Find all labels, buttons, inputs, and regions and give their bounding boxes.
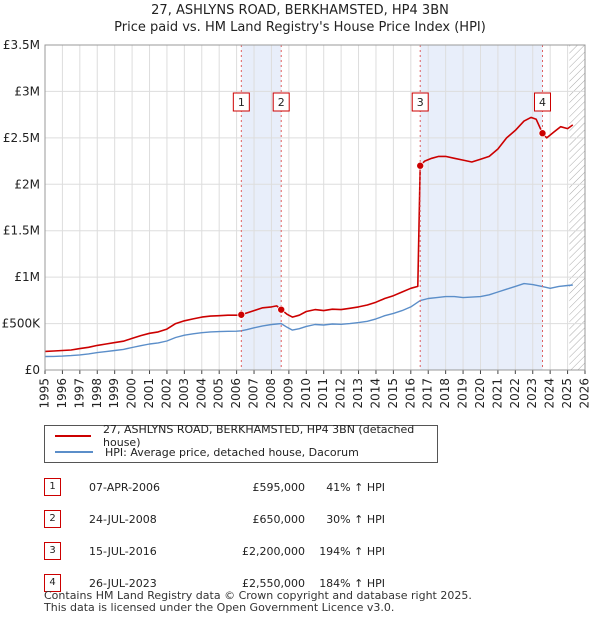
transaction-date: 24-JUL-2008 xyxy=(89,512,157,526)
transaction-price: £595,000 xyxy=(252,480,306,494)
sale-point xyxy=(237,310,246,319)
property-price-line xyxy=(44,116,574,353)
x-tick-label: 2007 xyxy=(247,378,261,409)
transaction-number: 2 xyxy=(44,510,61,528)
x-tick-label: 2026 xyxy=(578,378,592,409)
x-tick-label: 2009 xyxy=(281,378,295,409)
legend-property: 27, ASHLYNS ROAD, BERKHAMSTED, HP4 3BN (… xyxy=(55,423,437,449)
sale-point xyxy=(416,161,425,170)
x-tick-label: 2003 xyxy=(177,378,191,409)
x-tick-label: 2013 xyxy=(351,378,365,409)
legend-property-label: 27, ASHLYNS ROAD, BERKHAMSTED, HP4 3BN (… xyxy=(103,423,415,449)
x-tick-label: 1998 xyxy=(90,378,104,409)
sale-label-box xyxy=(232,92,250,112)
sale-point xyxy=(538,129,547,138)
transactions-table: 1 07-APR-2006 £595,000 41% ↑ HPI 2 24-JUL-200… xyxy=(44,471,385,599)
y-tick-label: £0 xyxy=(25,363,40,377)
transaction-number: 4 xyxy=(44,574,61,592)
sale-label-box xyxy=(411,92,429,112)
y-tick-label: £1.5M xyxy=(3,224,40,238)
legend-hpi-swatch xyxy=(55,451,93,453)
transaction-row: 2 24-JUL-2008 £650,000 30% ↑ HPI xyxy=(44,503,385,535)
transaction-row: 3 15-JUL-2016 £2,200,000 194% ↑ HPI xyxy=(44,535,385,567)
transaction-number: 1 xyxy=(44,478,61,496)
transaction-price: £2,200,000 xyxy=(242,544,305,558)
legend-hpi: HPI: Average price, detached house, Daco… xyxy=(55,444,359,460)
x-tick-label: 2021 xyxy=(490,378,504,409)
x-tick-label: 2008 xyxy=(264,378,278,409)
transaction-hpi-change: 30% ↑ HPI xyxy=(326,512,385,526)
sale-label: 4 xyxy=(539,96,546,109)
x-tick-label: 2001 xyxy=(142,378,156,409)
x-tick-label: 2014 xyxy=(368,378,382,409)
chart-title: 27, ASHLYNS ROAD, BERKHAMSTED, HP4 3BN xyxy=(151,3,449,18)
x-tick-label: 2011 xyxy=(316,378,330,409)
x-tick-label: 2017 xyxy=(421,378,435,409)
x-tick-label: 2025 xyxy=(560,378,574,409)
y-tick-label: £2M xyxy=(14,177,40,191)
x-tick-label: 2020 xyxy=(473,378,487,409)
y-tick-label: £1M xyxy=(14,270,40,284)
transaction-date: 07-APR-2006 xyxy=(89,480,161,494)
sale-label-box xyxy=(533,92,551,112)
shaded-period xyxy=(420,45,543,370)
x-tick-label: 2024 xyxy=(543,378,557,409)
chart-legend: 27, ASHLYNS ROAD, BERKHAMSTED, HP4 3BN (… xyxy=(44,423,438,463)
x-tick-label: 1996 xyxy=(55,378,69,409)
x-tick-label: 1995 xyxy=(38,378,52,409)
transaction-hpi-change: 194% ↑ HPI xyxy=(319,544,385,558)
sale-label: 1 xyxy=(238,96,245,109)
legend-hpi-label: HPI: Average price, detached house, Daco… xyxy=(105,445,359,459)
transaction-date: 15-JUL-2016 xyxy=(89,544,157,558)
transaction-date: 26-JUL-2023 xyxy=(89,576,157,590)
x-tick-label: 2019 xyxy=(456,378,470,409)
sale-label: 2 xyxy=(278,96,285,109)
x-tick-label: 2023 xyxy=(525,378,539,409)
y-tick-label: £500K xyxy=(2,317,42,331)
footer-copyright: Contains HM Land Registry data © Crown c… xyxy=(44,589,472,602)
hpi-line xyxy=(44,282,573,358)
plot-frame xyxy=(44,44,586,371)
x-tick-label: 2018 xyxy=(438,378,452,409)
sale-label-box xyxy=(272,92,290,112)
sale-point xyxy=(277,305,286,314)
transaction-row: 4 26-JUL-2023 £2,550,000 184% ↑ HPI xyxy=(44,567,385,599)
x-tick-label: 2000 xyxy=(125,378,139,409)
x-tick-label: 1997 xyxy=(72,378,86,409)
transaction-hpi-change: 41% ↑ HPI xyxy=(326,480,385,494)
transaction-price: £650,000 xyxy=(252,512,306,526)
x-tick-label: 2015 xyxy=(386,378,400,409)
forecast-hatch xyxy=(569,45,585,370)
footer: Contains HM Land Registry data © Crown c… xyxy=(44,590,472,614)
x-tick-label: 1999 xyxy=(107,378,121,409)
y-tick-label: £3M xyxy=(14,84,40,98)
price-chart: 1 2 3 4 £0 £500K £1M £1.5M £2M £2.5M £3M £3.5M 1995… xyxy=(2,38,592,409)
x-tick-label: 2012 xyxy=(334,378,348,409)
x-tick-label: 2010 xyxy=(299,378,313,409)
y-tick-label: £2.5M xyxy=(3,131,40,145)
y-tick-label: £3.5M xyxy=(3,38,40,52)
transaction-row: 1 07-APR-2006 £595,000 41% ↑ HPI xyxy=(44,471,385,503)
footer-licence: This data is licensed under the Open Gov… xyxy=(44,601,395,614)
transaction-number: 3 xyxy=(44,542,61,560)
transaction-hpi-change: 184% ↑ HPI xyxy=(319,576,385,590)
x-tick-label: 2016 xyxy=(403,378,417,409)
sale-label: 3 xyxy=(417,96,424,109)
x-tick-label: 2002 xyxy=(159,378,173,409)
x-tick-label: 2006 xyxy=(229,378,243,409)
x-tick-label: 2005 xyxy=(212,378,226,409)
chart-subtitle: Price paid vs. HM Land Registry's House … xyxy=(114,20,486,35)
x-tick-label: 2022 xyxy=(508,378,522,409)
legend-property-swatch xyxy=(55,435,92,437)
x-tick-label: 2004 xyxy=(194,378,208,409)
transaction-price: £2,550,000 xyxy=(242,576,305,590)
